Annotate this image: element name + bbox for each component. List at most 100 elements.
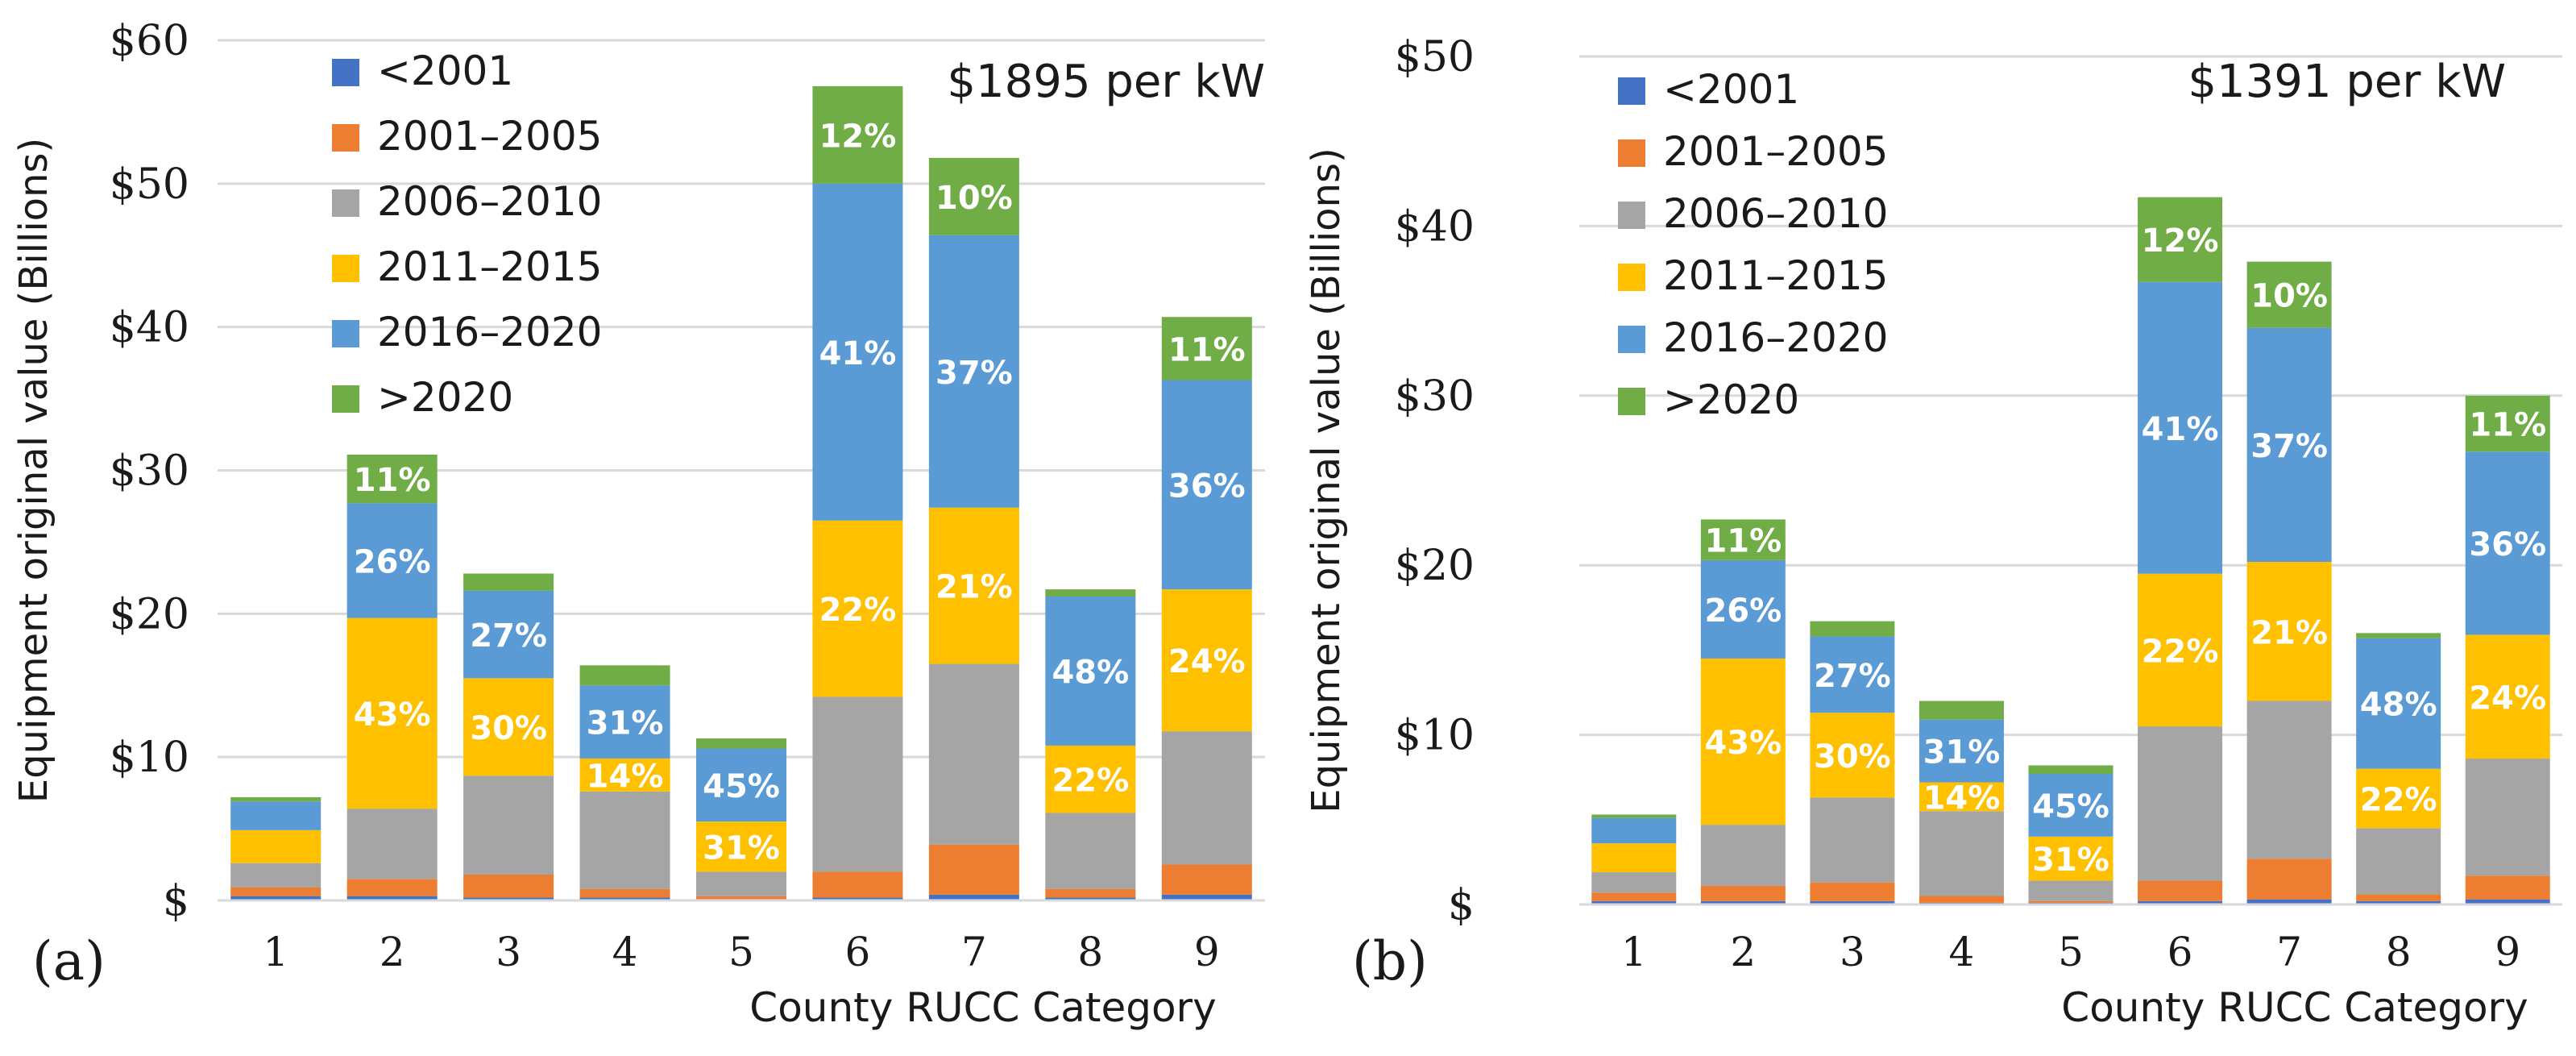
bar-segment <box>2028 765 2113 774</box>
bar-segment <box>1919 896 2004 903</box>
chart-panel-b: $ $10 $20 $30 $40 $50 43% 26% 11% 30% 27% 14% 31% 31%… <box>1304 33 2562 1031</box>
bar-segment <box>2465 634 2550 759</box>
bar-segment <box>1161 864 1252 895</box>
bar-segment <box>579 665 670 686</box>
bar-segment <box>812 520 903 697</box>
data-label: 22% <box>2142 633 2219 670</box>
bar-segment <box>1700 885 1786 901</box>
data-label: 41% <box>2142 411 2219 448</box>
data-label: 11% <box>1168 331 1246 368</box>
data-label: 11% <box>1704 523 1782 560</box>
data-label: 30% <box>1814 738 1891 775</box>
data-label: 24% <box>1168 643 1246 680</box>
y-tick-label: $40 <box>1395 202 1475 251</box>
y-tick-label: $20 <box>110 590 189 638</box>
x-tick-label: 2 <box>1730 929 1756 975</box>
data-label: 43% <box>1704 725 1782 762</box>
bar-segment <box>579 791 670 889</box>
data-label: 27% <box>1814 658 1891 695</box>
data-label: 22% <box>819 592 897 629</box>
bar-segment <box>2028 880 2113 901</box>
data-label: 31% <box>2032 842 2109 879</box>
bar-segment <box>1810 900 1895 904</box>
bar-segment <box>1810 882 1895 901</box>
bar-segment <box>1161 317 1252 380</box>
x-tick-label: 2 <box>380 929 405 975</box>
bar-segment <box>1045 813 1136 889</box>
x-tick-label: 7 <box>2276 929 2302 975</box>
legend-label: 2011–2015 <box>377 243 603 290</box>
bar-segment <box>2138 900 2223 904</box>
x-tick-label: 1 <box>1621 929 1647 975</box>
data-label: 45% <box>703 768 780 805</box>
y-tick-label: $10 <box>1395 712 1475 760</box>
bar-segment <box>2356 768 2441 829</box>
bar-segment <box>1045 745 1136 813</box>
bar-segment <box>579 897 670 900</box>
bar-segment <box>812 696 903 872</box>
legend-swatch <box>332 255 359 282</box>
data-label: 37% <box>935 355 1013 392</box>
x-tick-label: 6 <box>2167 929 2193 975</box>
bar-segment <box>2465 395 2550 452</box>
data-label: 21% <box>935 569 1013 606</box>
price-annotation: $1391 per kW <box>2188 56 2506 108</box>
x-tick-label: 5 <box>728 929 754 975</box>
legend-label: <2001 <box>1663 66 1799 113</box>
bar-segment <box>1591 843 1677 873</box>
bar-segment <box>230 796 321 802</box>
data-label: 36% <box>1168 468 1246 505</box>
legend-swatch <box>332 385 359 413</box>
bar-segment <box>812 871 903 898</box>
bar-segment <box>928 507 1019 664</box>
bar-segment <box>463 897 554 900</box>
data-label: 37% <box>2250 428 2328 465</box>
x-tick-label: 7 <box>961 929 987 975</box>
data-label: 36% <box>2469 526 2546 563</box>
bar-segment <box>812 85 903 184</box>
y-tick-label: $ <box>163 877 189 925</box>
bar-segment <box>2246 261 2332 328</box>
legend-swatch <box>332 59 359 86</box>
data-label: 12% <box>2142 222 2219 260</box>
legend-swatch <box>332 189 359 217</box>
x-tick-label: 1 <box>263 929 288 975</box>
y-tick-label: $50 <box>110 160 189 209</box>
chart-panel-a: $ $10 $20 $30 $40 $50 $60 43% 26% 11% 30% 27% 14% 31%… <box>11 17 1265 1031</box>
bar-segment <box>463 874 554 898</box>
data-label: 14% <box>1923 780 2001 817</box>
data-label: 31% <box>1923 734 2001 771</box>
bar-segment <box>1591 817 1677 844</box>
data-label: 10% <box>2250 278 2328 315</box>
data-label: 12% <box>819 118 897 155</box>
data-label: 45% <box>2032 788 2109 825</box>
bar-segment <box>696 871 786 896</box>
data-label: 31% <box>703 829 780 867</box>
bar-segment <box>2465 451 2550 635</box>
panel-label: (a) <box>32 930 106 992</box>
bar-segment <box>346 617 438 809</box>
bar-segment <box>1810 621 1895 637</box>
data-label: 11% <box>2469 407 2546 444</box>
bar-segment <box>812 897 903 900</box>
bar-segment <box>2138 880 2223 901</box>
bar-segment <box>2465 899 2550 904</box>
data-label: 10% <box>935 180 1013 217</box>
y-tick-label: $10 <box>110 734 189 782</box>
y-tick-label: $50 <box>1395 33 1475 81</box>
legend-swatch <box>1618 77 1645 105</box>
data-label: 41% <box>819 335 897 372</box>
legend-label: >2020 <box>377 374 513 421</box>
legend-label: 2006–2010 <box>1663 190 1889 237</box>
legend-swatch <box>332 124 359 152</box>
data-label: 22% <box>2360 782 2437 819</box>
bar-segment <box>463 678 554 776</box>
bar-segment <box>230 829 321 863</box>
y-tick-label: $30 <box>110 447 189 496</box>
bar-segment <box>696 896 786 900</box>
data-label: 27% <box>470 617 547 655</box>
data-label: 30% <box>470 710 547 747</box>
bar-segment <box>346 454 438 504</box>
x-tick-label: 9 <box>2495 929 2520 975</box>
x-tick-label: 8 <box>2386 929 2412 975</box>
